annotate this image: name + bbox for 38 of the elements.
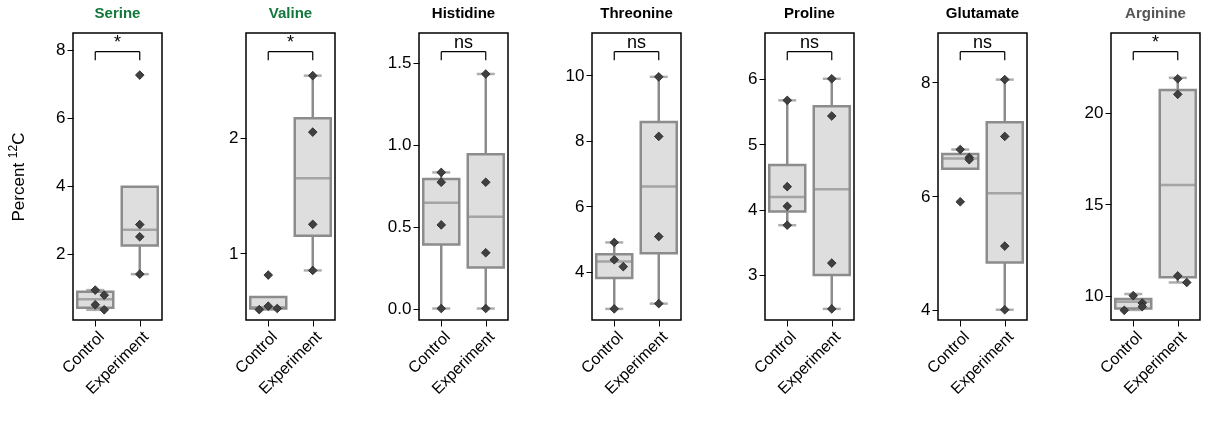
y-tick-label: 2: [56, 244, 66, 264]
y-tick-label: 4: [56, 176, 66, 196]
y-tick-label: 0.5: [387, 217, 412, 237]
chart-title: Histidine: [431, 4, 496, 21]
y-tick-label: 8: [575, 131, 585, 151]
y-tick-label: 8: [56, 40, 66, 60]
y-tick-label: 6: [748, 69, 758, 89]
y-tick-label: 1.0: [387, 135, 412, 155]
y-tick-label: 8: [921, 72, 931, 92]
y-tick-label: 2: [229, 128, 239, 148]
y-tick-label: 1.5: [387, 53, 412, 73]
y-tick-label: 15: [1084, 194, 1104, 214]
y-tick-label: 6: [56, 108, 66, 128]
annotation: ns: [799, 32, 820, 53]
chart-title: Serine: [94, 4, 141, 21]
y-tick-label: 4: [575, 262, 585, 282]
annotation: ns: [626, 32, 647, 53]
y-tick-label: 4: [748, 200, 758, 220]
annotation: *: [1151, 32, 1160, 53]
y-tick-label: 5: [748, 134, 758, 154]
y-tick-label: 0.0: [387, 299, 412, 319]
y-tick-label: 4: [921, 300, 931, 320]
y-tick-label: 6: [921, 186, 931, 206]
y-tick-label: 10: [565, 65, 585, 85]
y-tick-label: 3: [748, 265, 758, 285]
chart-title: Threonine: [600, 4, 673, 21]
y-tick-label: 20: [1084, 103, 1104, 123]
chart-title: Valine: [268, 4, 313, 21]
chart-title: Arginine: [1125, 4, 1186, 21]
annotation: *: [286, 32, 295, 53]
y-tick-label: 1: [229, 243, 239, 263]
y-tick-label: 10: [1084, 286, 1104, 306]
chart-title: Proline: [784, 4, 835, 21]
chart-title: Glutamate: [945, 4, 1020, 21]
annotation: *: [113, 32, 122, 53]
y-tick-label: 6: [575, 196, 585, 216]
annotation: ns: [972, 32, 993, 53]
annotation: ns: [453, 32, 474, 53]
